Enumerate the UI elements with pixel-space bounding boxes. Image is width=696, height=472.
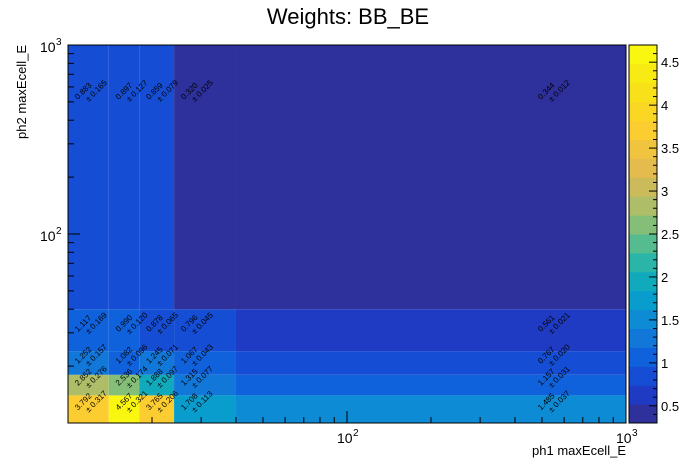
- x-tick-label: 10: [337, 430, 353, 446]
- palette-swatch: [629, 309, 657, 329]
- axes: 10 2 10 310 210 3: [40, 37, 638, 446]
- palette-swatch: [629, 328, 657, 348]
- heatmap-cell: [68, 351, 109, 375]
- y-axis-title: ph2 maxEcell_E: [14, 45, 29, 139]
- palette-swatch: [629, 290, 657, 311]
- palette-swatch: [629, 158, 657, 178]
- heatmap-cell: [139, 374, 175, 396]
- heatmap-cell: [139, 45, 175, 310]
- x-axis-title: ph1 maxEcell_E: [532, 443, 626, 458]
- palette-tick-label: 2: [661, 270, 668, 285]
- x-tick-label-exponent: 2: [353, 428, 359, 439]
- palette-tick-label: 4: [661, 98, 668, 113]
- palette-swatch: [629, 82, 657, 103]
- heatmap-cell: [108, 45, 140, 310]
- heatmap-cell: [174, 309, 236, 352]
- x-tick-label-exponent: 3: [632, 428, 638, 439]
- heatmap-cell: [235, 45, 626, 310]
- palette-swatch: [629, 139, 657, 159]
- heatmap-cell: [108, 374, 140, 396]
- heatmap-cells: [68, 45, 626, 423]
- heatmap-cell: [235, 309, 626, 352]
- heatmap-cell: [108, 351, 140, 375]
- heatmap-cell: [235, 351, 626, 375]
- heatmap-cell: [108, 395, 140, 423]
- palette-tick-label: 1: [661, 356, 668, 371]
- y-tick-label: 10: [40, 228, 56, 244]
- heatmap-cell: [139, 309, 175, 352]
- palette-tick-label: 1.5: [661, 313, 679, 328]
- palette-swatch: [629, 63, 657, 84]
- palette-tick-label: 2.5: [661, 227, 679, 242]
- x-tick-label: 10: [616, 430, 632, 446]
- heatmap-cell: [68, 395, 109, 423]
- y-tick-label-exponent: 3: [56, 37, 62, 48]
- palette-tick-label: 3: [661, 184, 668, 199]
- palette-tick-label: 4.5: [661, 55, 679, 70]
- y-tick-label-exponent: 2: [56, 226, 62, 237]
- heatmap-cell: [235, 374, 626, 396]
- color-palette: 0.5 1 1.5 2 2.5 3 3.5 4 4.5: [628, 44, 679, 424]
- heatmap-cell: [108, 309, 140, 352]
- y-tick-label: 10: [40, 39, 56, 55]
- palette-swatch: [629, 215, 657, 235]
- palette-swatch: [629, 347, 657, 367]
- palette-tick-label: 3.5: [661, 141, 679, 156]
- palette-swatch: [629, 45, 657, 65]
- palette-swatch: [629, 196, 657, 216]
- palette-tick-label: 0.5: [661, 399, 679, 414]
- heatmap-cell: [68, 309, 109, 352]
- heatmap-cell: [68, 374, 109, 396]
- heatmap-cell: [139, 351, 175, 375]
- palette-swatch: [629, 234, 657, 254]
- heatmap-cell: [174, 351, 236, 375]
- heatmap-cell: [139, 395, 175, 423]
- chart-title: Weights: BB_BE: [267, 4, 429, 29]
- heatmap-cell: [174, 395, 236, 423]
- palette-swatch: [629, 271, 657, 292]
- heatmap-cell: [68, 45, 109, 310]
- palette-swatch: [629, 252, 657, 273]
- palette-swatch: [629, 366, 657, 386]
- palette-swatch: [629, 385, 657, 405]
- palette-swatch: [629, 177, 657, 197]
- palette-swatch: [629, 120, 657, 140]
- palette-swatch: [629, 101, 657, 122]
- heatmap-cell: [174, 45, 236, 310]
- palette-swatch: [629, 404, 657, 424]
- heatmap-cell: [174, 374, 236, 396]
